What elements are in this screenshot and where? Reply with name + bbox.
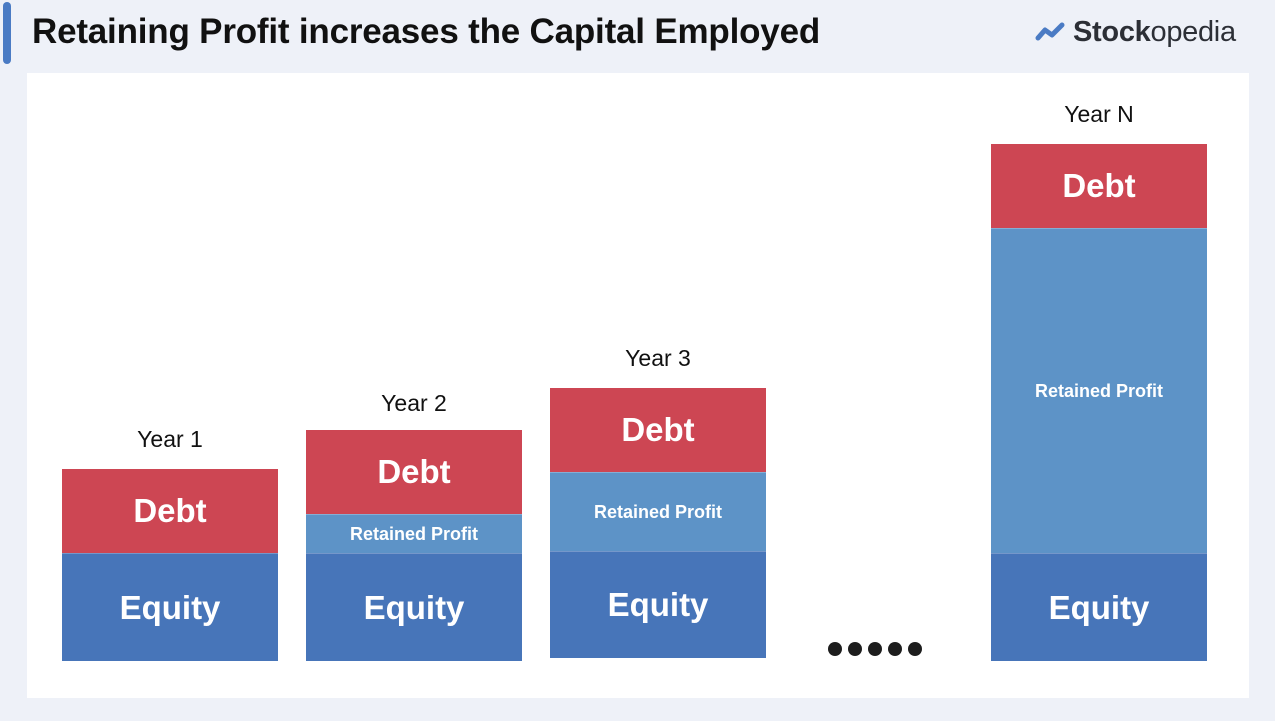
year-label: Year 2 — [381, 390, 447, 416]
logo-text: Stockopedia — [1073, 15, 1236, 48]
stockopedia-logo: Stockopedia — [1035, 14, 1236, 50]
retained-profit-segment: Retained Profit — [991, 228, 1207, 553]
retained-profit-segment: Retained Profit — [550, 472, 766, 551]
page-title: Retaining Profit increases the Capital E… — [32, 12, 821, 51]
capital-bar-year-1: Debt Equity — [62, 469, 278, 661]
dot — [868, 642, 882, 656]
debt-segment: Debt — [550, 388, 766, 472]
dot — [828, 642, 842, 656]
dot — [848, 642, 862, 656]
equity-segment: Equity — [991, 553, 1207, 661]
debt-segment: Debt — [62, 469, 278, 553]
capital-bar-year-n: Debt Retained Profit Equity — [991, 144, 1207, 661]
equity-segment: Equity — [62, 553, 278, 661]
retained-profit-segment: Retained Profit — [306, 514, 522, 553]
title-accent-bar — [3, 2, 11, 64]
debt-segment: Debt — [991, 144, 1207, 228]
dot — [908, 642, 922, 656]
year-label: Year 3 — [625, 345, 691, 371]
capital-bar-year-2: Debt Retained Profit Equity — [306, 430, 522, 661]
dot — [888, 642, 902, 656]
ellipsis-dots — [828, 642, 922, 656]
debt-segment: Debt — [306, 430, 522, 514]
trend-line-icon — [1035, 22, 1065, 41]
year-label: Year N — [1064, 101, 1134, 127]
year-label: Year 1 — [137, 426, 203, 452]
equity-segment: Equity — [306, 553, 522, 661]
equity-segment: Equity — [550, 551, 766, 658]
capital-bar-year-3: Debt Retained Profit Equity — [550, 388, 766, 658]
